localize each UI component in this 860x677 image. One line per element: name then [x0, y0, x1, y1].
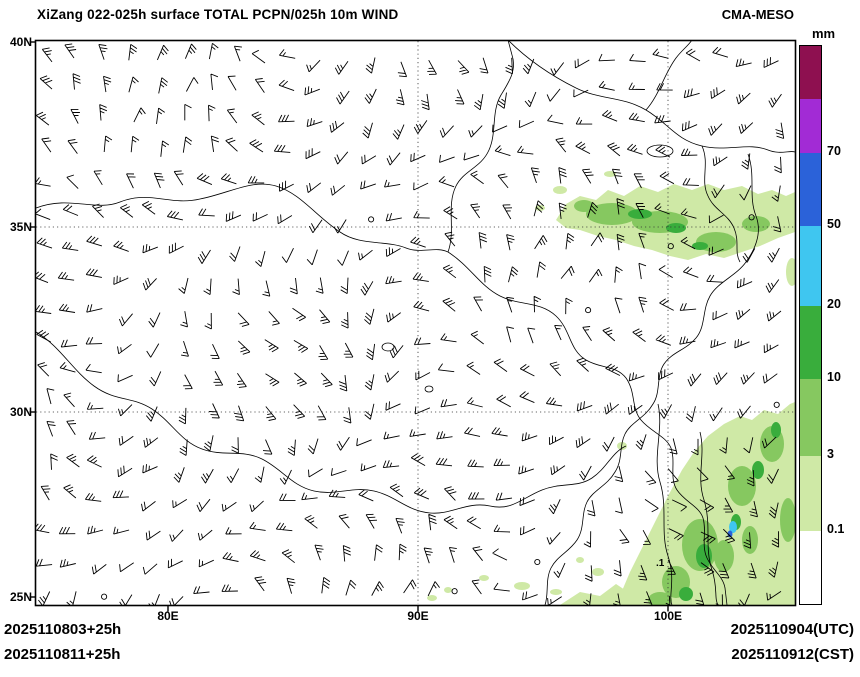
colorbar-segment: [800, 456, 821, 531]
lat-label-35n: 35N: [9, 220, 32, 234]
colorbar-labels: 70 50 20 10 3 0.1: [827, 45, 860, 603]
colorbar-tick-label: 20: [827, 297, 841, 311]
lat-label-40n: 40N: [9, 35, 32, 49]
colorbar-tick-label: 70: [827, 144, 841, 158]
colorbar-tick-label: 3: [827, 447, 834, 461]
colorbar-tick-label: 50: [827, 217, 841, 231]
init-time-cst: 2025110811+25h: [4, 646, 121, 663]
colorbar-segment: [800, 153, 821, 226]
colorbar-segment: [800, 379, 821, 456]
colorbar-segment: [800, 531, 821, 604]
init-time-utc: 2025110803+25h: [4, 621, 122, 638]
lon-label-100e: 100E: [653, 609, 683, 623]
lon-label-90e: 90E: [407, 609, 429, 623]
colorbar-segment: [800, 226, 821, 306]
valid-time-cst: 2025110912(CST): [731, 646, 854, 663]
colorbar-segment: [800, 46, 821, 99]
colorbar: [799, 45, 822, 605]
page-title: XiZang 022-025h surface TOTAL PCPN/025h …: [37, 7, 399, 22]
contour-label: .1: [656, 558, 665, 569]
colorbar-segment: [800, 99, 821, 153]
model-name: CMA-MESO: [721, 7, 794, 22]
valid-time-utc: 2025110904(UTC): [730, 621, 854, 638]
lon-label-80e: 80E: [157, 609, 179, 623]
lat-label-30n: 30N: [9, 405, 32, 419]
colorbar-tick-label: 10: [827, 370, 841, 384]
colorbar-segment: [800, 306, 821, 379]
colorbar-tick-label: 0.1: [827, 522, 845, 536]
lat-label-25n: 25N: [9, 590, 32, 604]
colorbar-unit-label: mm: [812, 26, 836, 41]
